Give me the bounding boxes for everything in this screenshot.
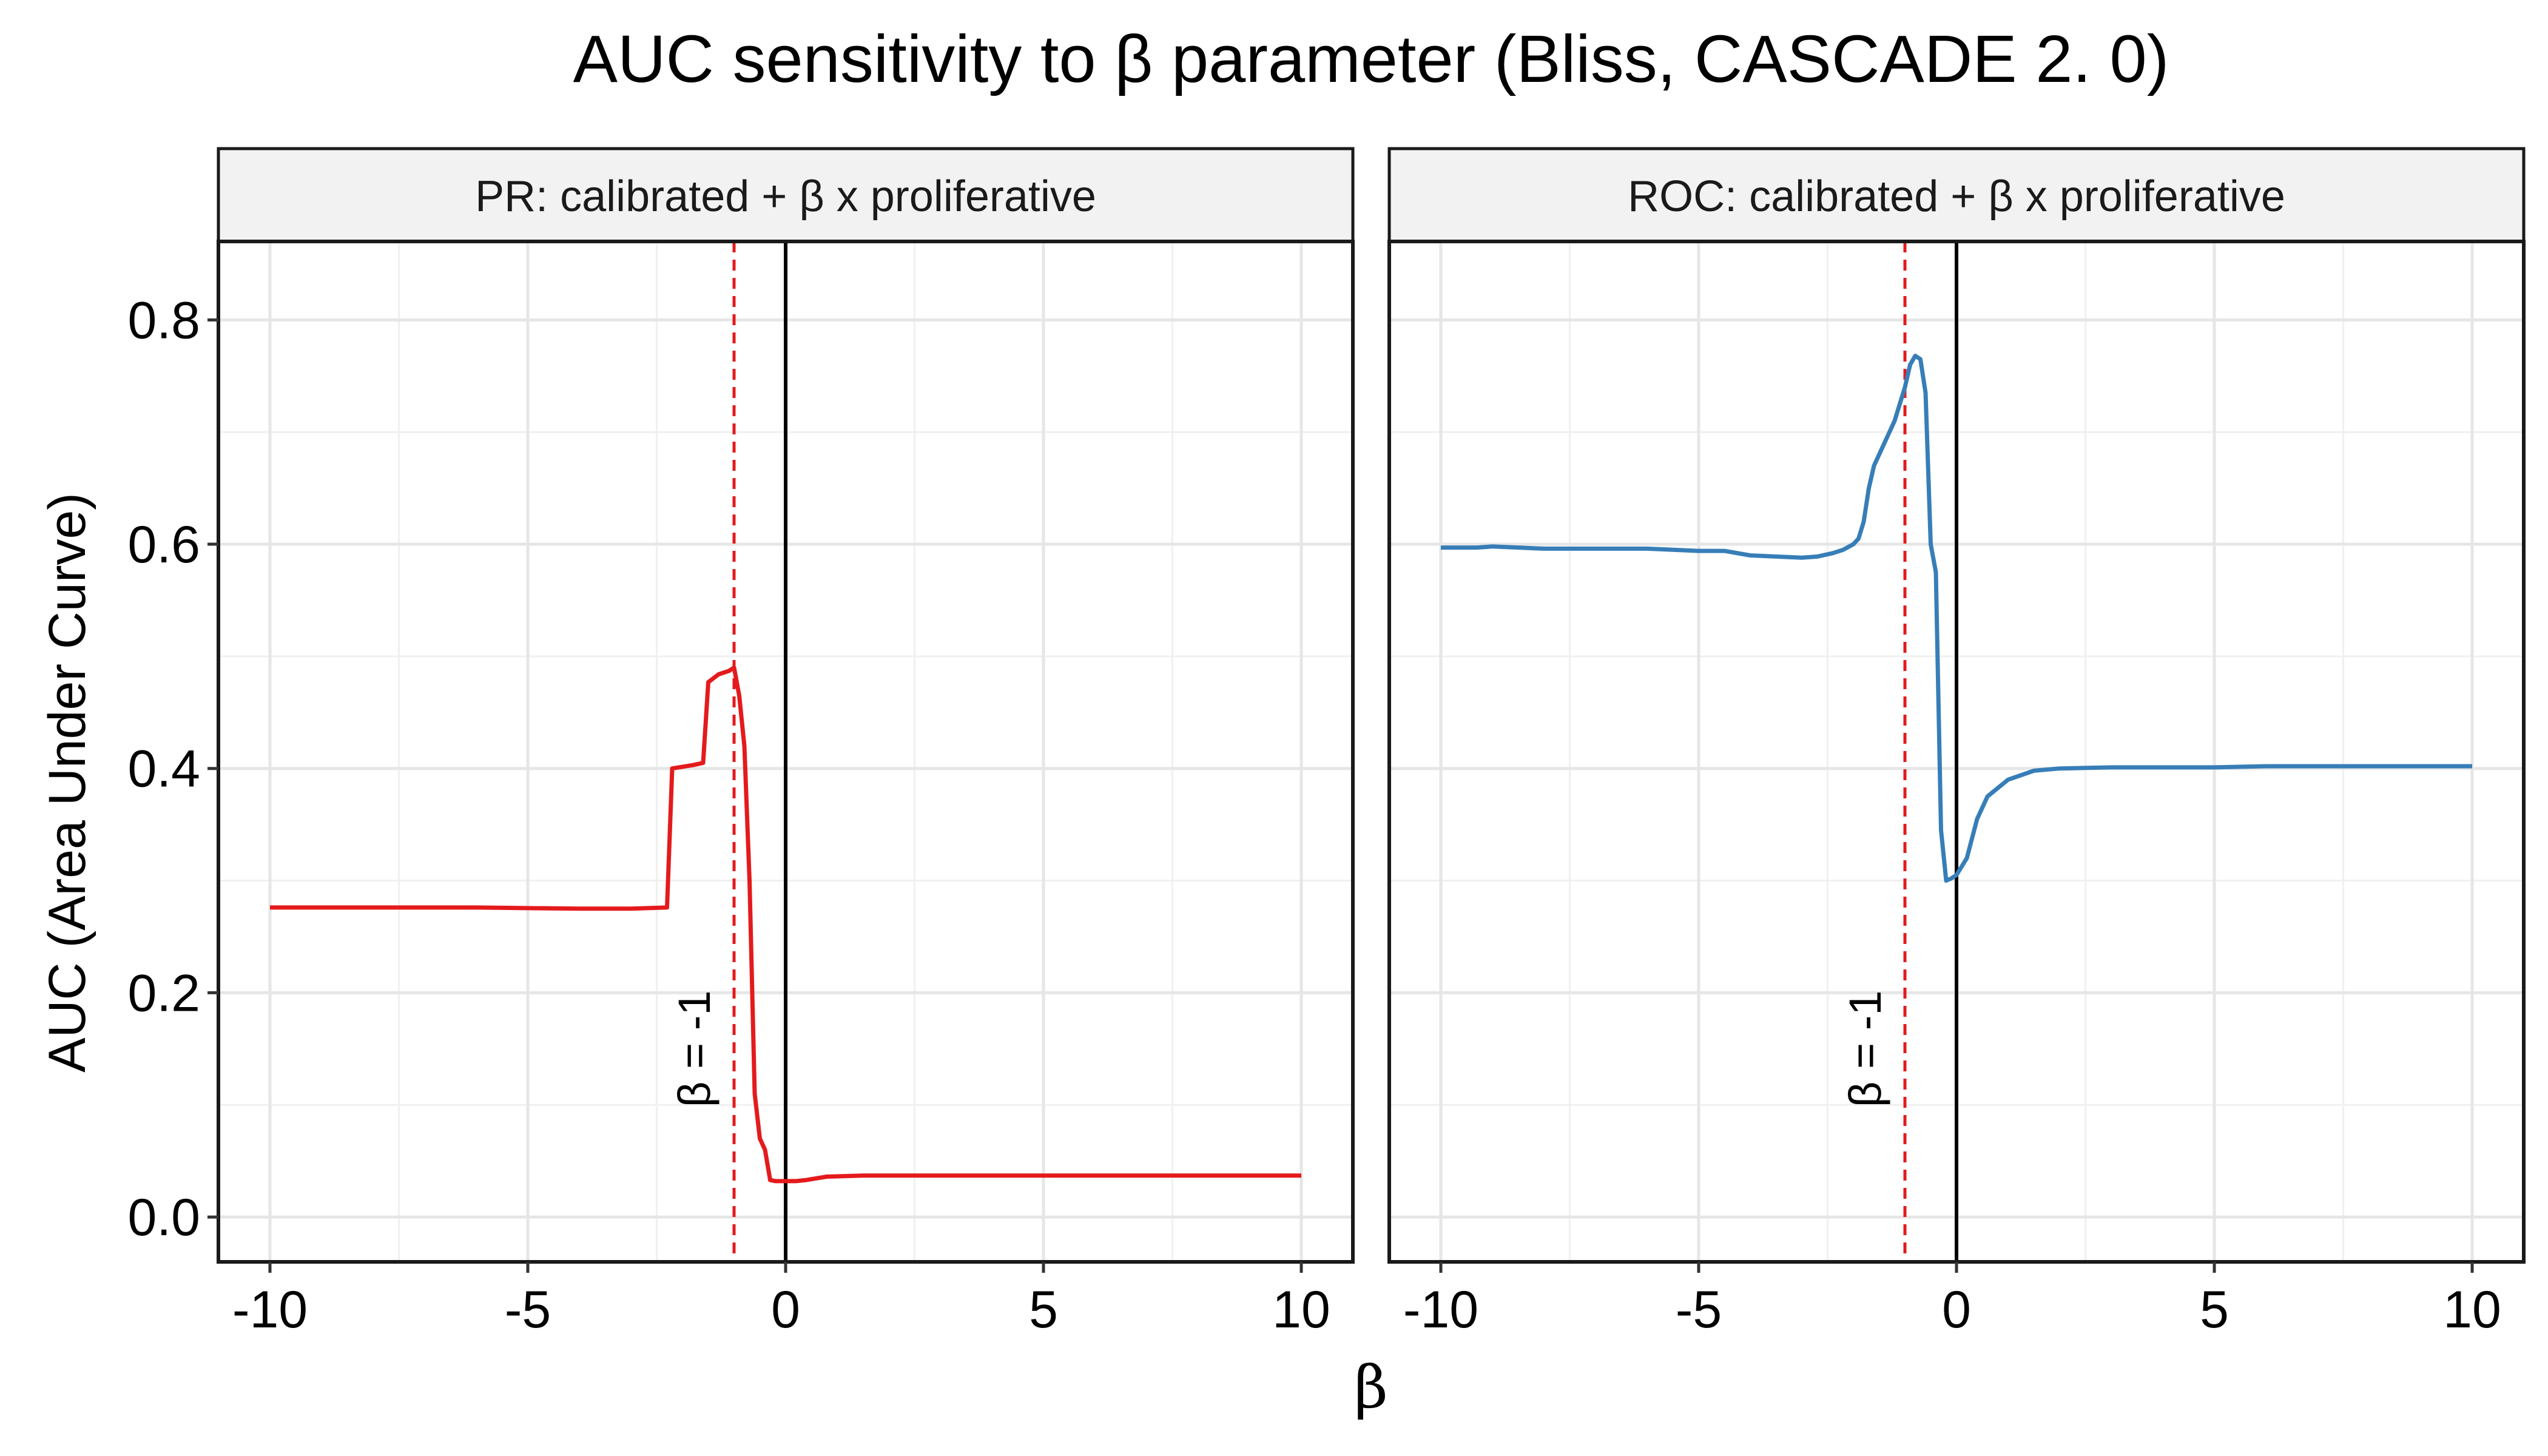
x-tick-label: 0	[1942, 1281, 1971, 1339]
beta-annotation: β = -1	[1840, 990, 1890, 1107]
x-tick-label: 5	[2200, 1281, 2229, 1339]
x-tick-label: -5	[1676, 1281, 1722, 1339]
y-tick-label: 0.6	[127, 516, 200, 574]
panel-strip	[1387, 147, 2526, 243]
x-tick-label: 0	[771, 1281, 800, 1339]
x-tick-label: 10	[2443, 1281, 2501, 1339]
panel-strip	[217, 147, 1355, 243]
series-line	[1441, 354, 2472, 883]
x-tick-label: 10	[1272, 1281, 1330, 1339]
x-axis-title: β	[1354, 1353, 1388, 1421]
panel-roc: ROC: calibrated + β x proliferative β = …	[1387, 147, 2526, 1339]
panel-strip-label: ROC: calibrated + β x proliferative	[1628, 172, 2285, 221]
x-tick-label: -5	[505, 1281, 551, 1339]
x-tick-label: 5	[1029, 1281, 1058, 1339]
panel-pr: PR: calibrated + β x proliferative β = -…	[127, 147, 1355, 1339]
y-tick-label: 0.0	[127, 1188, 200, 1247]
y-tick-label: 0.2	[127, 964, 200, 1022]
y-axis-title: AUC (Area Under Curve)	[38, 493, 96, 1073]
x-tick-label: -10	[232, 1281, 308, 1339]
y-tick-label: 0.8	[127, 291, 200, 349]
beta-annotation: β = -1	[669, 990, 720, 1107]
panel-strip-label: PR: calibrated + β x proliferative	[475, 172, 1096, 221]
series-line	[270, 665, 1301, 1184]
y-tick-label: 0.4	[127, 740, 200, 798]
x-tick-label: -10	[1403, 1281, 1478, 1339]
chart-title: AUC sensitivity to β parameter (Bliss, C…	[573, 22, 2169, 96]
